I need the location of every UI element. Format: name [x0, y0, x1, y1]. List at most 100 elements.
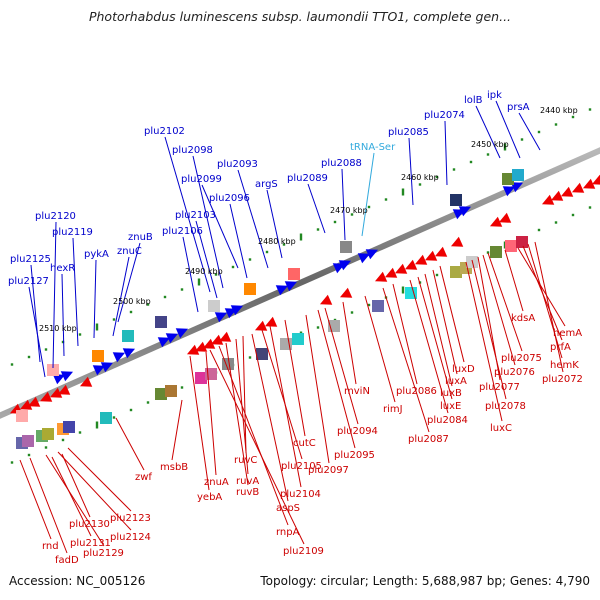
leader-line — [364, 295, 396, 403]
gene-label-top: plu2102 — [144, 126, 185, 137]
leader-line — [182, 236, 199, 313]
reverse-gene-arrow — [27, 396, 41, 407]
gene-block — [450, 194, 462, 206]
gene-label-bottom: fadD — [55, 555, 79, 566]
gene-label-top: tRNA-Ser — [350, 142, 396, 153]
scale-label: 2490 kbp — [185, 267, 223, 276]
gene-label-bottom: rnpA — [276, 527, 300, 538]
map-title: Photorhabdus luminescens subsp. laumondi… — [88, 9, 512, 24]
reverse-gene-arrow — [434, 246, 448, 257]
gene-label-top: plu2089 — [287, 173, 328, 184]
gene-label-bottom: yebA — [197, 492, 222, 503]
gene-block — [340, 241, 352, 253]
forward-gene-arrow — [365, 249, 379, 260]
gene-block — [372, 300, 384, 312]
gene-block — [16, 410, 28, 422]
scale-labels: 2440 kbp 2450 kbp 2460 kbp 2470 kbp 2480 kbp… — [39, 106, 578, 333]
gene-label-bottom: luxB — [440, 388, 462, 399]
leader-line — [317, 309, 356, 449]
reverse-gene-arrow — [339, 287, 353, 298]
gene-label-bottom: plu2072 — [542, 374, 583, 385]
track-dot — [231, 265, 235, 269]
track-dot — [469, 160, 473, 164]
gene-block — [165, 385, 177, 397]
gene-label-top: znuC — [117, 246, 142, 257]
gene-label-top: ipk — [487, 90, 502, 101]
reverse-gene-arrow — [560, 186, 574, 197]
leader-line — [45, 454, 105, 547]
forward-gene-arrow — [357, 253, 371, 264]
forward-gene-arrow — [60, 371, 74, 382]
gene-label-bottom: cutC — [293, 438, 316, 449]
leader-line — [482, 254, 516, 366]
track-dot — [180, 288, 184, 291]
track-dot — [61, 340, 65, 344]
forward-gene-arrow — [502, 186, 516, 197]
reverse-gene-arrow — [39, 391, 53, 402]
gene-label-bottom: plu2078 — [485, 401, 526, 412]
gene-block — [450, 266, 462, 278]
reverse-gene-arrow — [79, 376, 93, 387]
gene-label-bottom: plu2086 — [396, 386, 437, 397]
scale-label: 2470 kbp — [330, 206, 368, 215]
track-dot — [95, 421, 99, 429]
gene-label-bottom: aspS — [276, 503, 300, 514]
reverse-gene-arrow — [374, 271, 388, 282]
gene-label-bottom: plu2095 — [334, 450, 375, 461]
track-dot — [265, 250, 269, 254]
gene-label-bottom: luxC — [490, 423, 512, 434]
leader-line — [495, 100, 521, 159]
leader-line — [61, 273, 65, 357]
leader-line — [28, 286, 46, 378]
leader-line — [518, 112, 541, 151]
track-dot — [316, 326, 320, 329]
leader-line — [444, 120, 448, 186]
feature-layer — [9, 169, 600, 449]
leader-line — [72, 237, 79, 347]
track-dot — [486, 153, 490, 156]
gene-block — [490, 246, 502, 258]
leader-line — [237, 169, 269, 269]
track-dot — [520, 138, 524, 141]
leader-line — [392, 283, 418, 385]
track-dot — [27, 453, 31, 457]
gene-label-bottom: plu2075 — [501, 353, 542, 364]
forward-gene-arrow — [175, 328, 189, 339]
gene-label-bottom: plu2097 — [308, 465, 349, 476]
track-dot — [452, 168, 456, 171]
track-dot — [112, 416, 116, 419]
leader-line — [475, 105, 501, 159]
track-dot — [248, 258, 252, 261]
gene-label-bottom: luxA — [445, 376, 467, 387]
leader-line — [382, 287, 430, 433]
leader-line — [465, 261, 503, 422]
leader-line — [93, 259, 97, 339]
track-dot — [44, 348, 48, 351]
reverse-gene-arrow — [404, 259, 418, 270]
gene-label-bottom: rimJ — [383, 404, 403, 415]
label-lines — [19, 100, 566, 554]
scale-label: 2450 kbp — [471, 140, 509, 149]
forward-gene-arrow — [165, 333, 179, 344]
forward-gene-arrow — [100, 362, 114, 373]
leader-line — [471, 259, 507, 400]
track-dot — [554, 123, 558, 126]
forward-gene-arrow — [112, 352, 126, 363]
track-dot — [282, 243, 286, 246]
gene-label-bottom: plu2109 — [283, 546, 324, 557]
track-dot — [401, 286, 405, 294]
reverse-gene-arrow — [49, 387, 63, 398]
track-dot — [129, 408, 133, 412]
track-dot — [435, 175, 439, 179]
track-dot — [299, 233, 303, 241]
leader-line — [261, 329, 303, 460]
gene-label-bottom: plu2129 — [83, 548, 124, 559]
reverse-gene-arrow — [550, 190, 564, 201]
gene-label-top: plu2125 — [10, 254, 51, 265]
track-dot — [418, 183, 422, 186]
track-dot — [180, 386, 184, 389]
forward-gene-arrow — [52, 374, 66, 385]
gene-label-top: plu2088 — [321, 158, 362, 169]
leader-line — [209, 349, 305, 545]
